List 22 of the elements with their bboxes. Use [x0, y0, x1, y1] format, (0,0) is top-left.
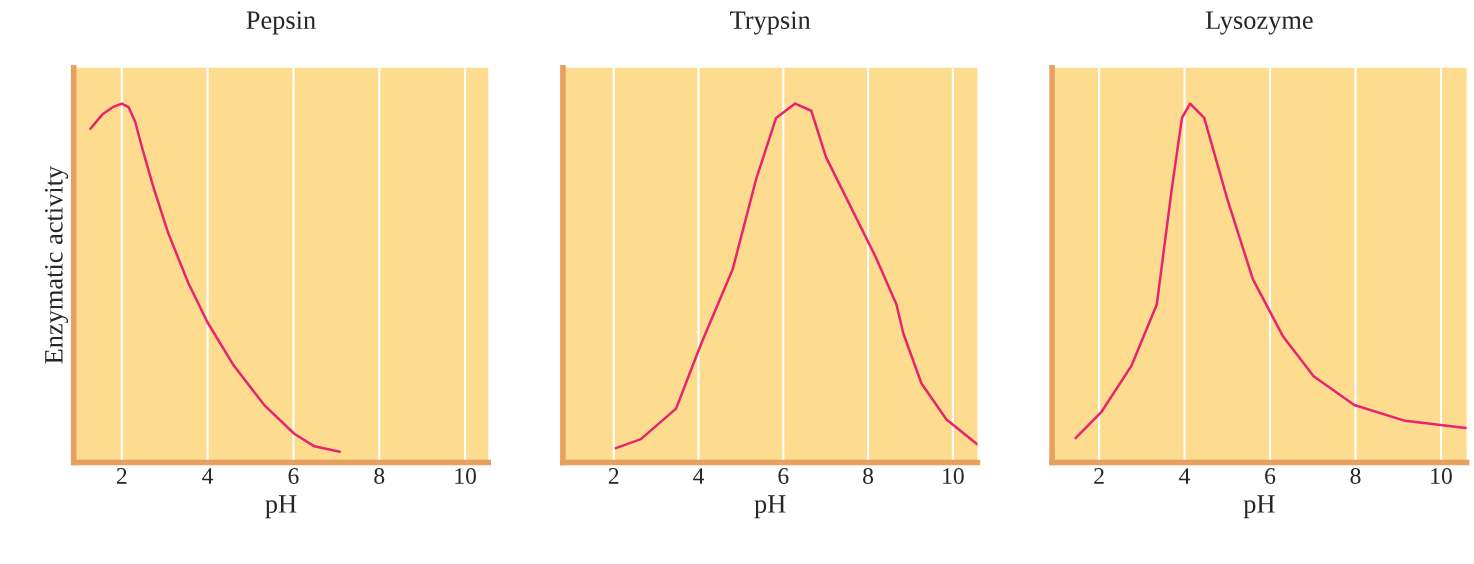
x-tick-label: 6	[778, 468, 789, 484]
x-axis-title: pH	[754, 495, 786, 519]
x-tick-label: 4	[1179, 468, 1191, 484]
x-tick-label: 6	[1265, 468, 1276, 484]
x-axis-title: pH	[1243, 495, 1275, 519]
chart-title: Lysozyme	[1205, 11, 1313, 35]
x-tick-label: 4	[693, 468, 705, 484]
chart-title: Trypsin	[730, 11, 811, 35]
x-tick-label: 6	[288, 468, 299, 484]
x-tick-label: 10	[1431, 468, 1452, 484]
x-tick-label: 2	[1094, 468, 1104, 484]
y-axis-title: Enzymatic activity	[44, 165, 69, 364]
x-tick-label: 8	[863, 468, 874, 484]
x-axis-title: pH	[265, 495, 297, 519]
x-tick-label: 10	[455, 468, 476, 484]
chart-title: Pepsin	[246, 11, 316, 35]
x-tick-label: 8	[1350, 468, 1361, 484]
x-tick-label: 8	[374, 468, 385, 484]
x-tick-label: 4	[202, 468, 214, 484]
x-tick-label: 2	[608, 468, 619, 484]
x-tick-label: 10	[943, 468, 964, 484]
x-tick-label: 2	[116, 468, 127, 484]
